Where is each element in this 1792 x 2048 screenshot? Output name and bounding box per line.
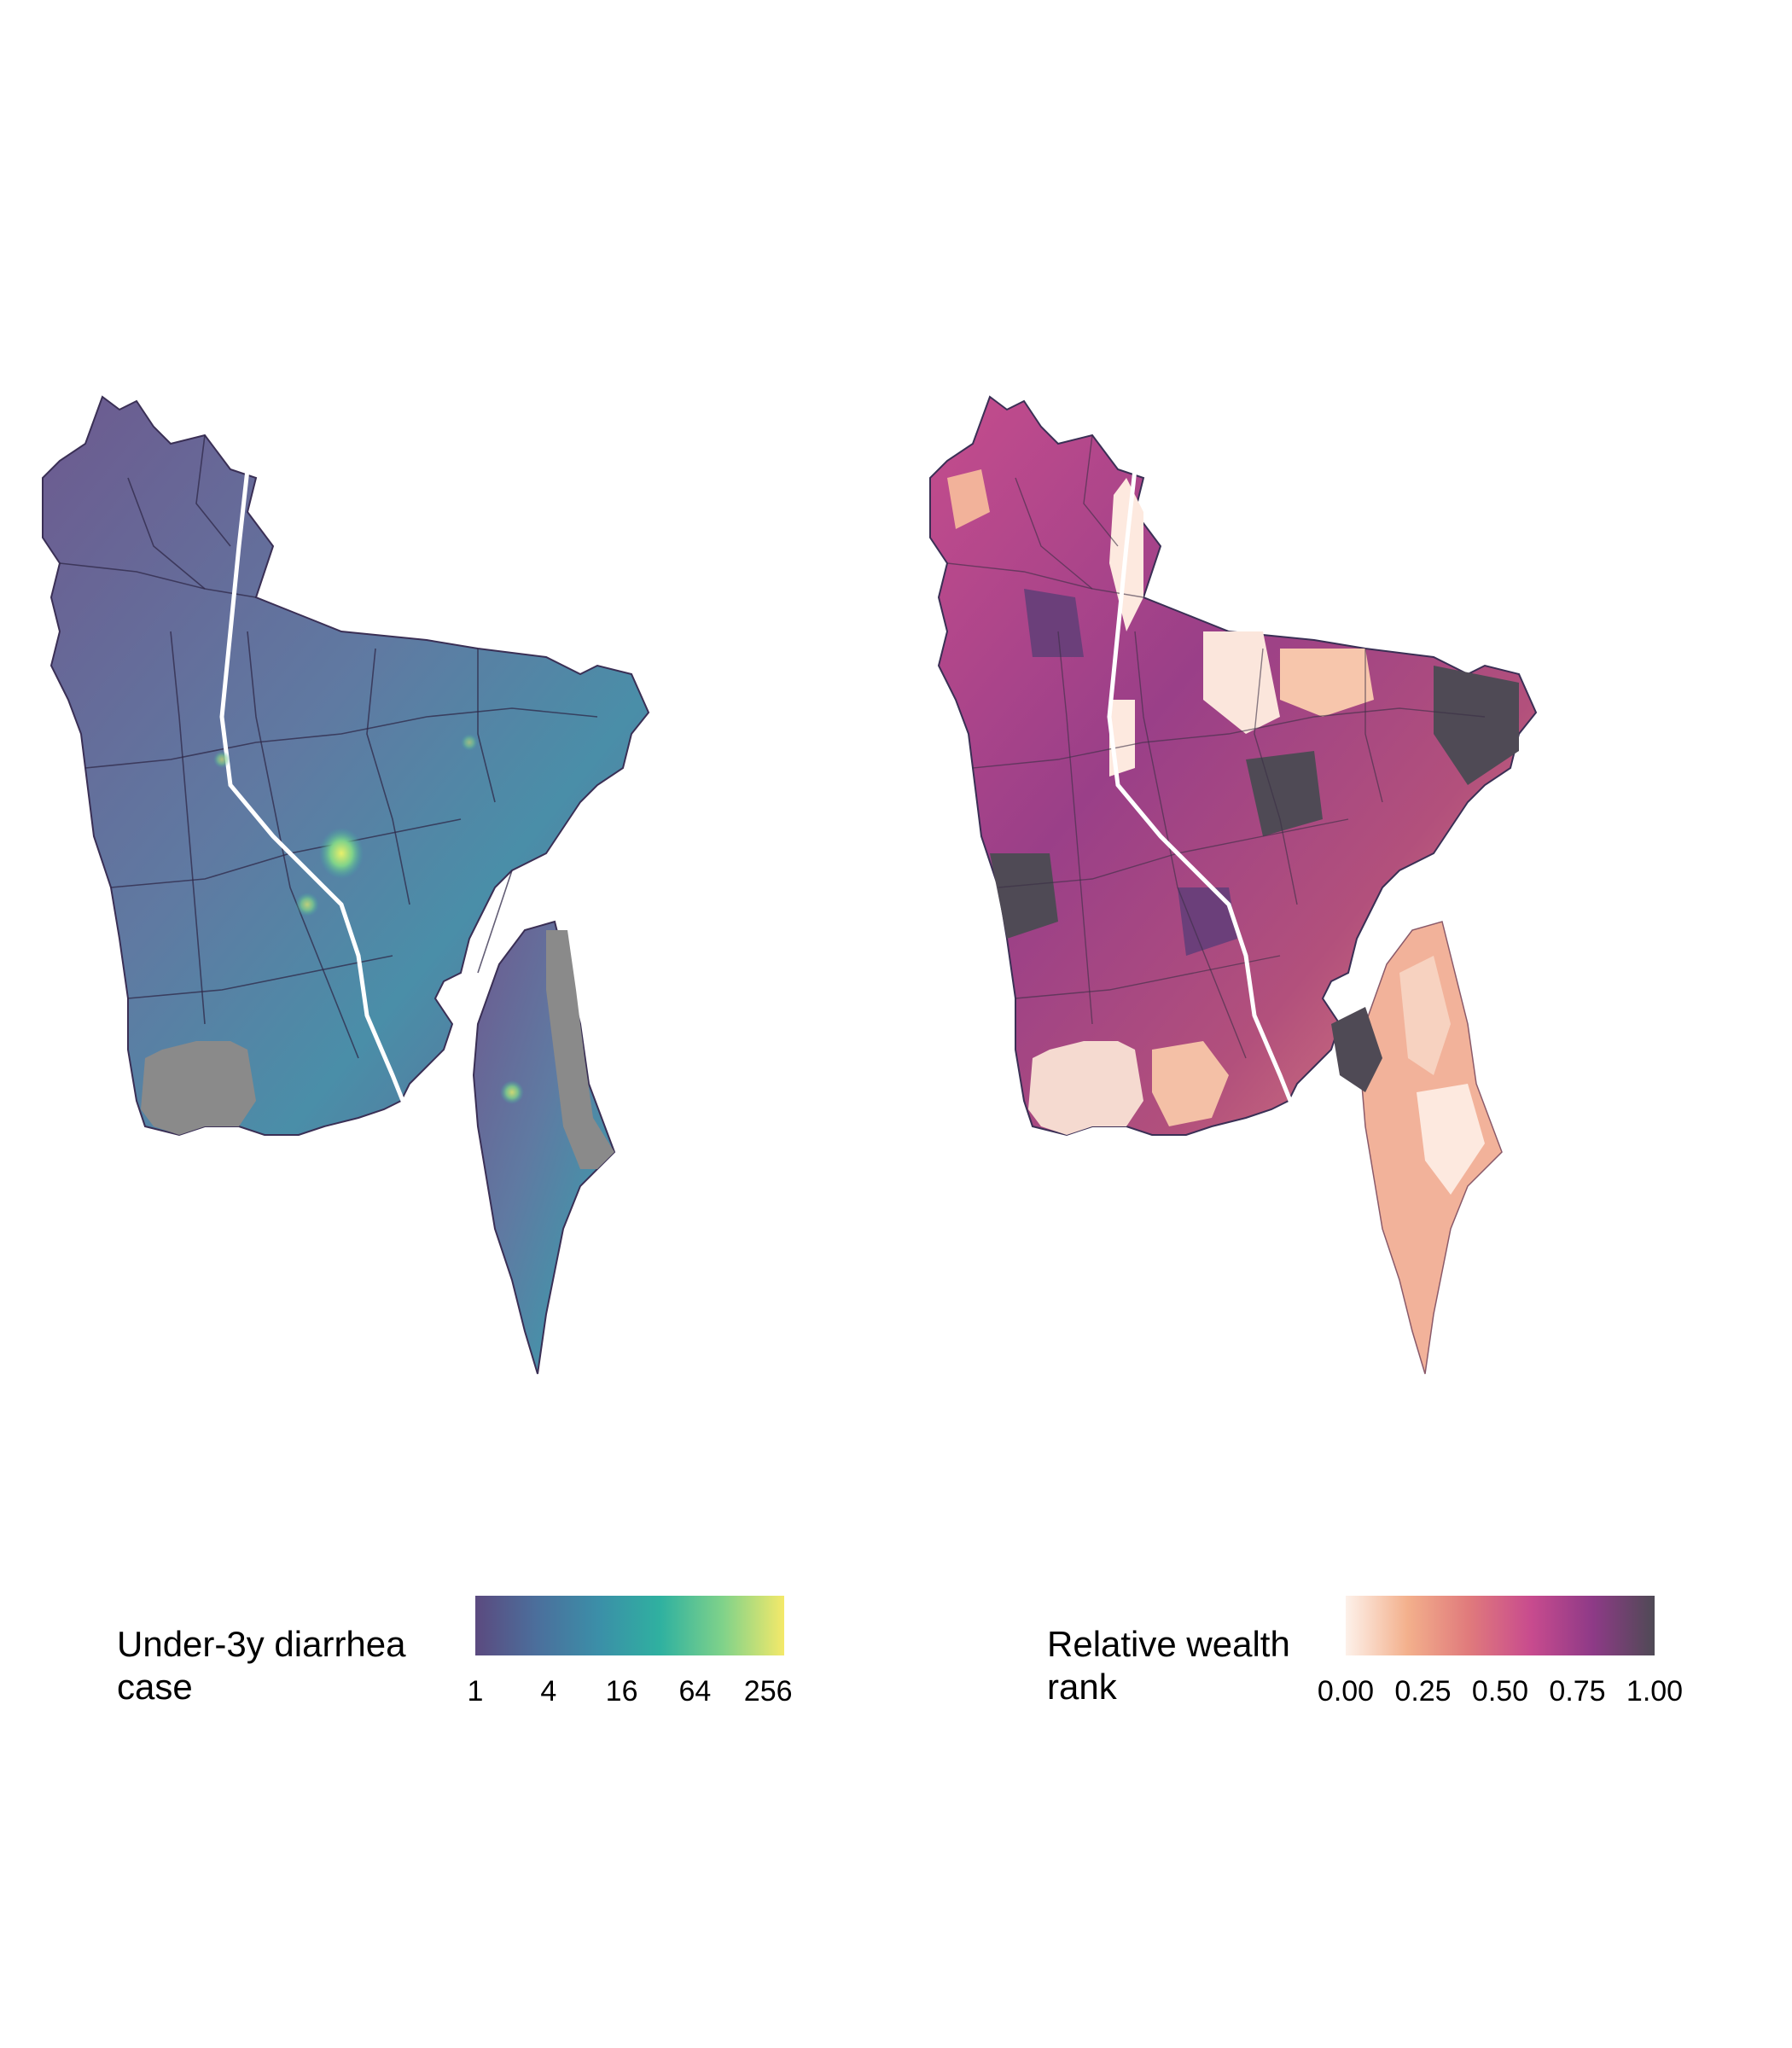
legend-colorbar (1346, 1596, 1655, 1655)
legend-tick-label: 0.00 (1317, 1675, 1375, 1708)
legend-ticks: 0.00 0.25 0.50 0.75 1.00 (1318, 1674, 1683, 1708)
legend-tick-label: 0.50 (1471, 1675, 1529, 1708)
wealth-legend: Relative wealth rank 0.00 0.25 0.50 0.75… (1047, 1596, 1730, 1732)
river (1107, 468, 1300, 1119)
river (219, 468, 412, 1119)
legend-tick-label: 1 (467, 1675, 484, 1708)
legend-tick-label: 16 (605, 1675, 638, 1708)
relative-wealth-map (922, 375, 1741, 1553)
diarrhea-case-map (34, 375, 853, 1553)
wealth-map-svg (929, 395, 1538, 1375)
legend-title: Relative wealth rank (1047, 1624, 1290, 1707)
hotspots (213, 734, 524, 1104)
legend-colorbar (475, 1596, 784, 1655)
legend-tick-label: 0.75 (1549, 1675, 1606, 1708)
legend-tick-label: 4 (540, 1675, 557, 1708)
diarrhea-legend: Under-3y diarrhea case 1 4 16 64 256 (117, 1596, 800, 1732)
legend-tick-label: 0.25 (1394, 1675, 1452, 1708)
missing-data-regions (141, 930, 614, 1169)
legend-tick-label: 1.00 (1626, 1675, 1684, 1708)
legend-title: Under-3y diarrhea case (117, 1624, 406, 1707)
legend-tick-label: 64 (678, 1675, 712, 1708)
diarrhea-map-svg (42, 395, 650, 1375)
legend-ticks: 1 4 16 64 256 (468, 1674, 793, 1708)
legend-tick-label: 256 (743, 1675, 793, 1708)
